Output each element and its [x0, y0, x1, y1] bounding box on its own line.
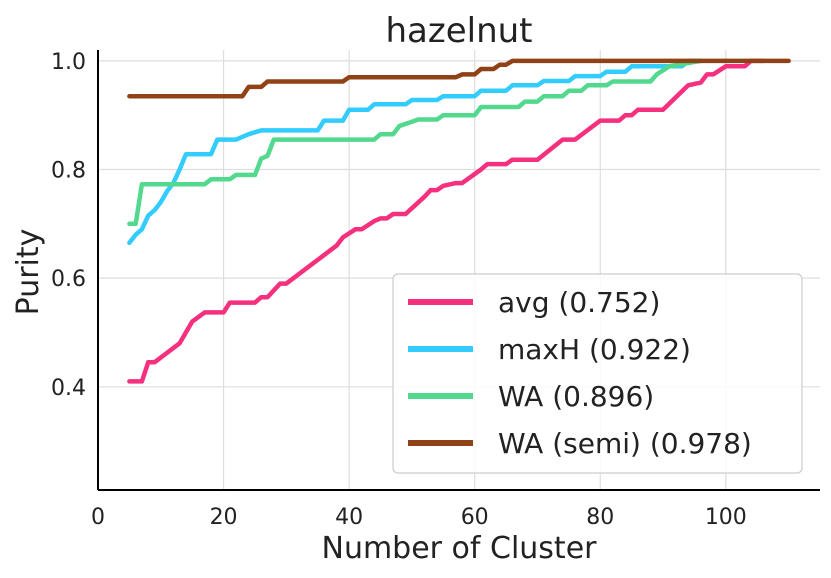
legend-label-0: avg (0.752) — [498, 286, 660, 319]
x-tick-label: 20 — [210, 505, 238, 530]
y-tick-label: 1.0 — [51, 50, 86, 75]
axes-layer: 0 20 40 60 80 100 0.4 0.6 0.8 1.0 — [51, 50, 820, 530]
x-tick-label: 40 — [335, 505, 363, 530]
chart-title: hazelnut — [385, 11, 532, 51]
x-tick-label: 60 — [461, 505, 489, 530]
y-tick-label: 0.6 — [51, 267, 86, 292]
legend-frame — [392, 273, 803, 474]
x-tick-label: 0 — [91, 505, 105, 530]
series-layer — [127, 58, 791, 384]
x-tick-label: 80 — [586, 505, 614, 530]
y-axis-label: Purity — [11, 229, 46, 316]
y-tick-label: 0.4 — [51, 376, 86, 401]
x-tick-label: 100 — [705, 505, 747, 530]
legend: avg (0.752) maxH (0.922) WA (0.896) WA (sem… — [392, 273, 803, 474]
legend-label-1: maxH (0.922) — [498, 333, 691, 366]
x-axis-label: Number of Cluster — [322, 531, 598, 566]
series-line-0 — [127, 58, 766, 384]
legend-label-3: WA (semi) (0.978) — [498, 427, 752, 460]
legend-label-2: WA (0.896) — [498, 380, 654, 413]
series-line-2 — [127, 58, 703, 227]
y-tick-label: 0.8 — [51, 159, 86, 184]
series-line-3 — [127, 58, 791, 99]
series-line-1 — [127, 58, 703, 246]
